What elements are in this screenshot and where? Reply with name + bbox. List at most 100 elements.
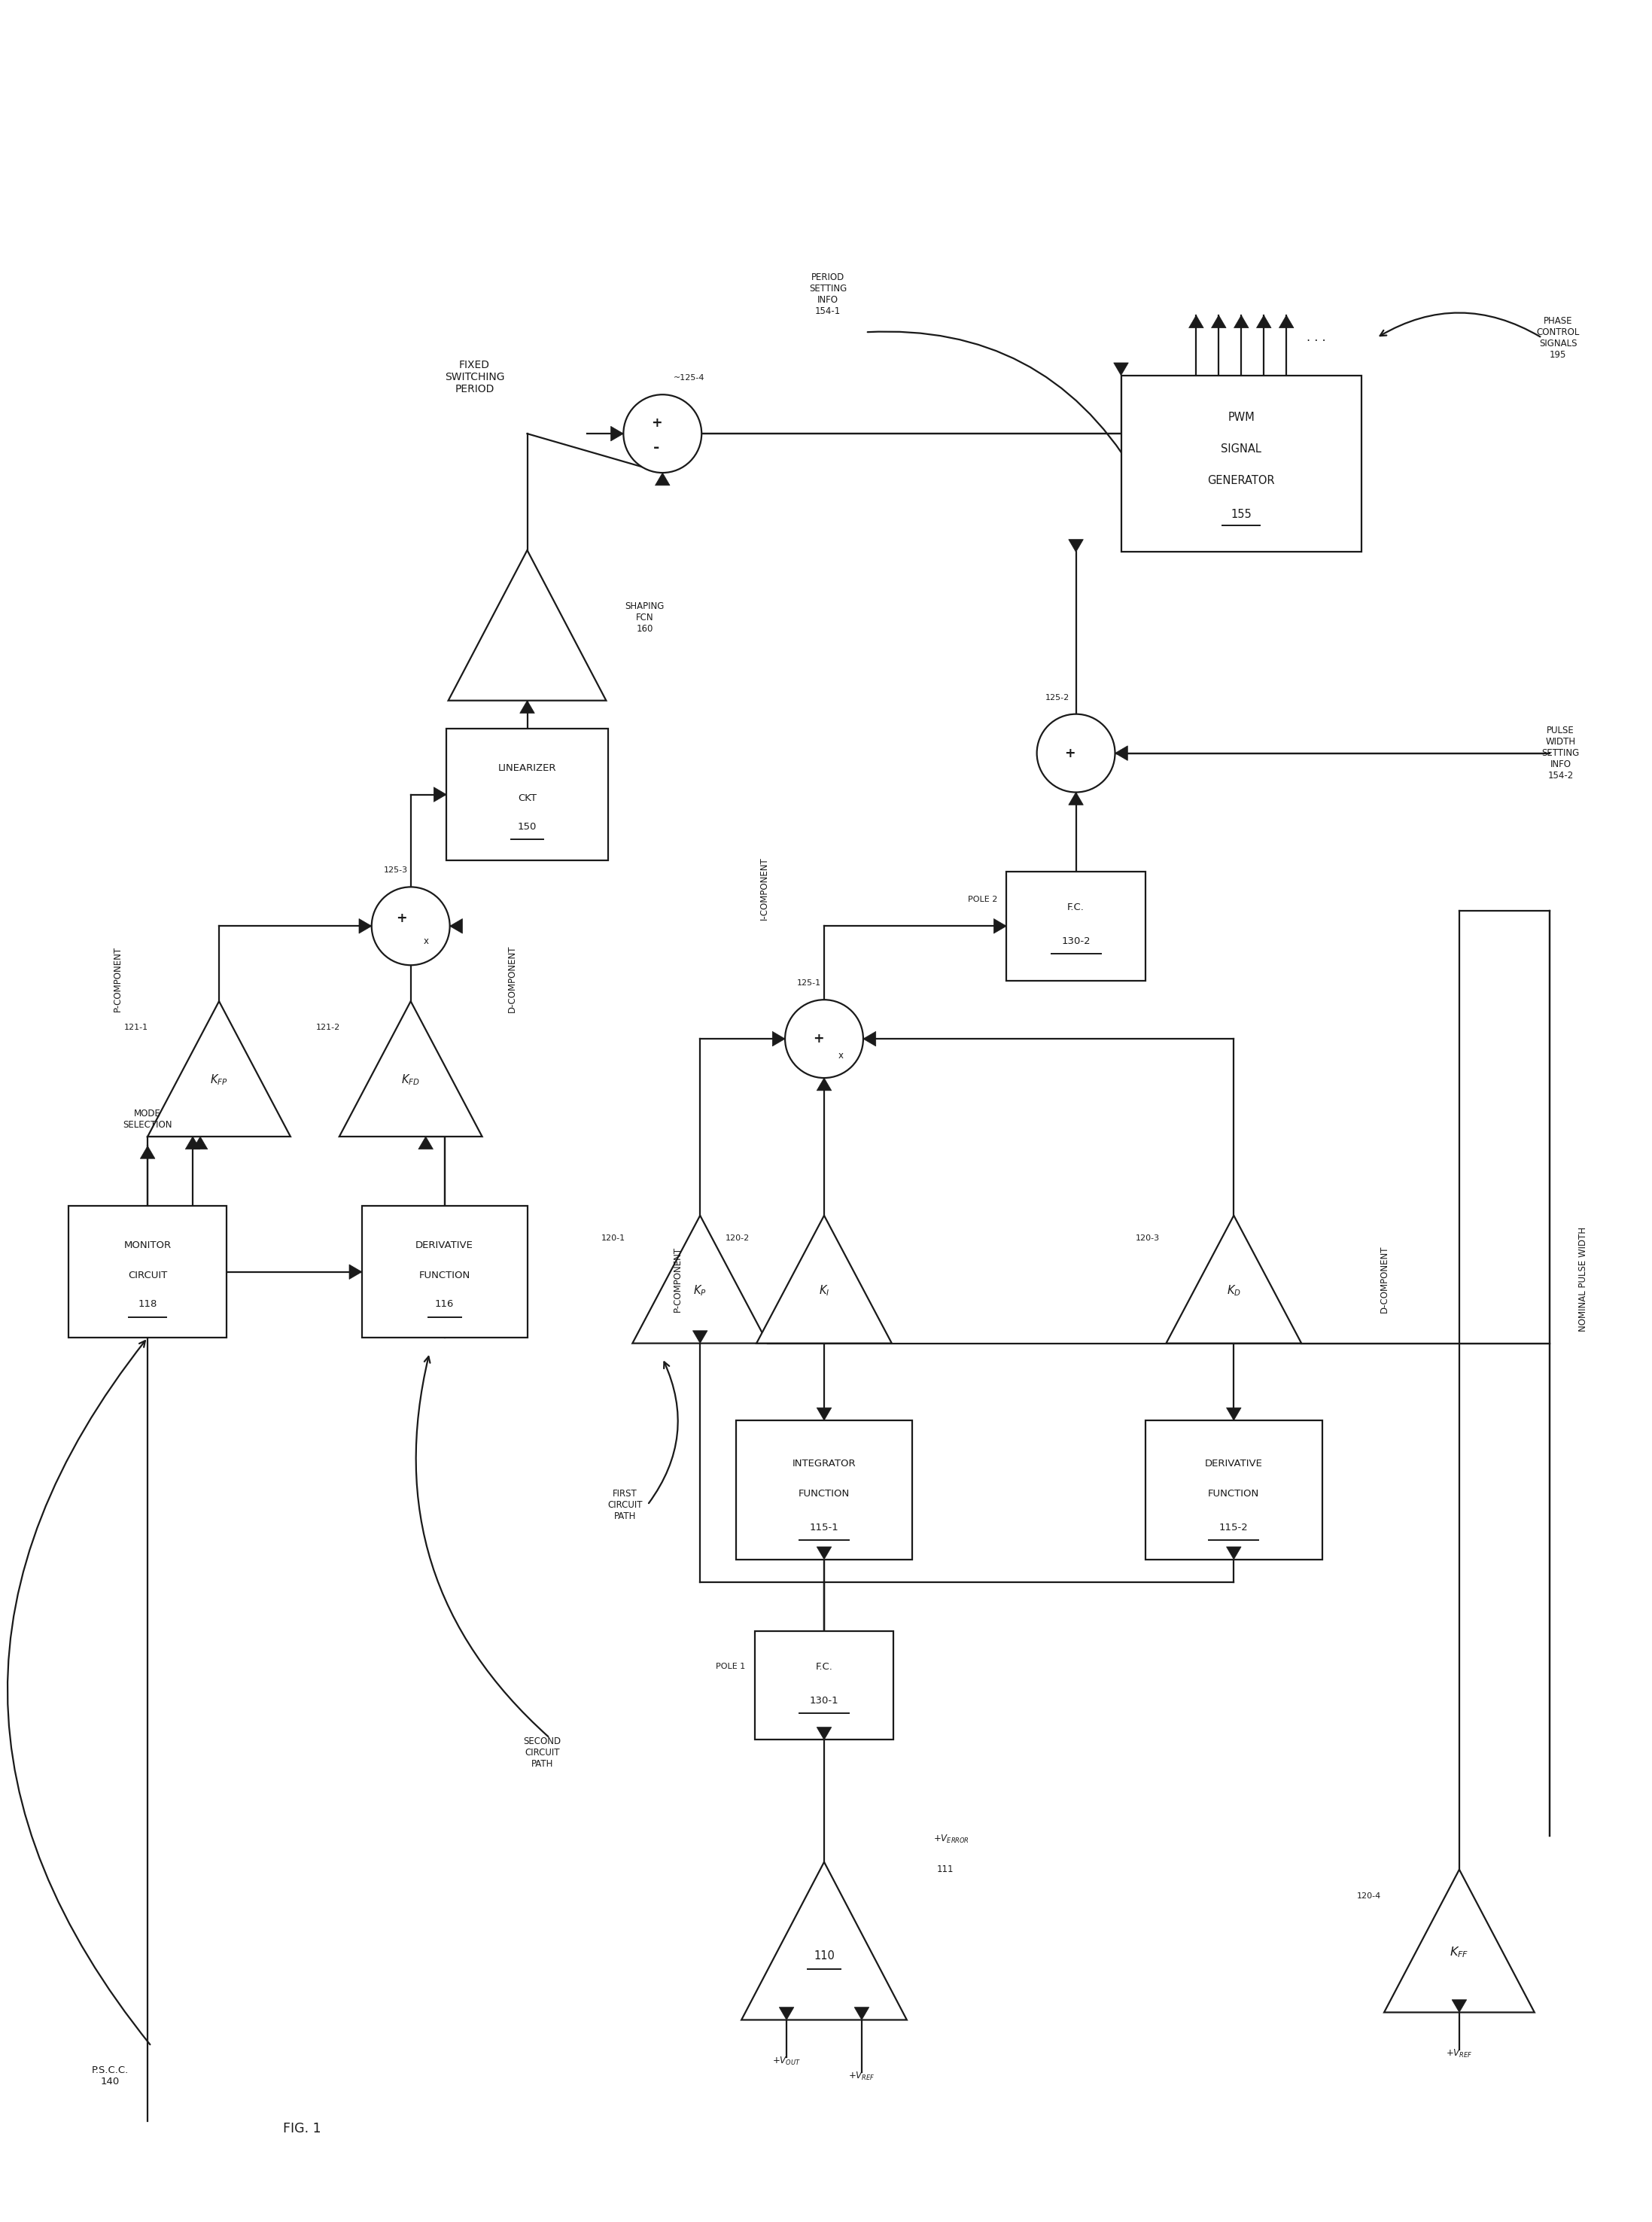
Text: GENERATOR: GENERATOR (1208, 476, 1275, 487)
Polygon shape (816, 1409, 831, 1420)
Polygon shape (1069, 793, 1084, 804)
Text: $+V_{REF}$: $+V_{REF}$ (847, 2071, 876, 2082)
Bar (1006, 871, 1145, 980)
Circle shape (785, 1000, 864, 1078)
Text: . . .: . . . (1307, 331, 1327, 344)
Polygon shape (816, 1078, 831, 1091)
Polygon shape (692, 1331, 707, 1344)
Text: $K_{FD}$: $K_{FD}$ (401, 1073, 420, 1087)
Text: $+V_{REF}$: $+V_{REF}$ (1446, 2049, 1472, 2060)
Text: F.C.: F.C. (816, 1662, 833, 1671)
Text: +: + (813, 1031, 824, 1047)
Text: 120-4: 120-4 (1356, 1893, 1381, 1900)
Text: 111: 111 (937, 1864, 953, 1875)
Text: 115-1: 115-1 (809, 1522, 839, 1533)
Text: +: + (651, 416, 662, 429)
Polygon shape (1166, 1215, 1302, 1344)
Circle shape (623, 396, 702, 473)
Polygon shape (1226, 1547, 1241, 1560)
Text: POLE 1: POLE 1 (715, 1662, 745, 1671)
Text: PERIOD
SETTING
INFO
154-1: PERIOD SETTING INFO 154-1 (809, 273, 847, 316)
Text: x: x (838, 1051, 843, 1060)
Polygon shape (1113, 362, 1128, 376)
Text: MODE
SELECTION: MODE SELECTION (122, 1109, 172, 1131)
Polygon shape (448, 551, 606, 700)
Text: +: + (1064, 747, 1075, 760)
Polygon shape (449, 918, 463, 933)
Text: 120-1: 120-1 (601, 1233, 626, 1242)
Text: -: - (653, 440, 659, 453)
Text: CKT: CKT (517, 793, 537, 802)
Polygon shape (358, 918, 372, 933)
Text: PHASE
CONTROL
SIGNALS
195: PHASE CONTROL SIGNALS 195 (1536, 316, 1579, 360)
Text: CIRCUIT: CIRCUIT (127, 1271, 167, 1280)
Bar (755, 1631, 894, 1740)
Polygon shape (611, 427, 623, 440)
Text: POLE 2: POLE 2 (968, 895, 998, 904)
Polygon shape (816, 1726, 831, 1740)
Text: FIG. 1: FIG. 1 (282, 2122, 320, 2135)
Polygon shape (1069, 540, 1084, 551)
Text: 121-1: 121-1 (124, 1024, 149, 1031)
Text: DERIVATIVE: DERIVATIVE (416, 1240, 474, 1251)
Text: 118: 118 (139, 1300, 157, 1309)
Text: INTEGRATOR: INTEGRATOR (793, 1458, 856, 1469)
Text: 121-2: 121-2 (316, 1024, 340, 1031)
Polygon shape (1384, 1869, 1535, 2013)
Text: NOMINAL PULSE WIDTH: NOMINAL PULSE WIDTH (1578, 1227, 1588, 1331)
Text: +: + (396, 911, 406, 924)
Text: 125-1: 125-1 (796, 980, 821, 987)
Bar (69, 1207, 226, 1338)
Polygon shape (1234, 316, 1249, 329)
Bar (362, 1207, 527, 1338)
Text: PWM: PWM (1227, 411, 1256, 422)
Text: ~125-4: ~125-4 (674, 373, 705, 382)
Text: D-COMPONENT: D-COMPONENT (1379, 1247, 1389, 1313)
Text: 130-2: 130-2 (1061, 935, 1090, 947)
Text: 125-2: 125-2 (1046, 693, 1069, 702)
Polygon shape (185, 1138, 200, 1149)
Polygon shape (1189, 316, 1204, 329)
Text: SHAPING
FCN
160: SHAPING FCN 160 (624, 602, 664, 633)
Text: 110: 110 (814, 1951, 834, 1962)
Polygon shape (773, 1031, 785, 1047)
Text: SECOND
CIRCUIT
PATH: SECOND CIRCUIT PATH (524, 1738, 562, 1769)
Text: 116: 116 (434, 1300, 454, 1309)
Polygon shape (816, 1547, 831, 1560)
Polygon shape (1115, 747, 1128, 760)
Text: 120-2: 120-2 (725, 1233, 750, 1242)
Text: F.C.: F.C. (1067, 902, 1084, 913)
Text: P-COMPONENT: P-COMPONENT (112, 947, 122, 1011)
Text: PULSE
WIDTH
SETTING
INFO
154-2: PULSE WIDTH SETTING INFO 154-2 (1541, 727, 1579, 780)
Text: x: x (423, 935, 428, 947)
Text: FUNCTION: FUNCTION (1208, 1489, 1259, 1498)
Polygon shape (780, 2006, 795, 2020)
Text: 155: 155 (1231, 509, 1252, 520)
Text: DERIVATIVE: DERIVATIVE (1204, 1458, 1262, 1469)
Text: 120-3: 120-3 (1135, 1233, 1160, 1242)
Polygon shape (520, 700, 535, 713)
Text: FIXED
SWITCHING
PERIOD: FIXED SWITCHING PERIOD (444, 360, 504, 396)
Polygon shape (1257, 316, 1270, 329)
Polygon shape (757, 1215, 892, 1344)
Text: P-COMPONENT: P-COMPONENT (672, 1247, 682, 1313)
Text: $K_D$: $K_D$ (1227, 1284, 1241, 1298)
Text: FUNCTION: FUNCTION (798, 1489, 849, 1498)
Polygon shape (1226, 1409, 1241, 1420)
Text: SIGNAL: SIGNAL (1221, 442, 1262, 453)
Polygon shape (418, 1138, 433, 1149)
Polygon shape (995, 918, 1006, 933)
Circle shape (372, 887, 449, 964)
Text: D-COMPONENT: D-COMPONENT (507, 944, 517, 1013)
Text: FIRST
CIRCUIT
PATH: FIRST CIRCUIT PATH (608, 1489, 643, 1522)
Polygon shape (434, 787, 446, 802)
Polygon shape (742, 1862, 907, 2020)
Polygon shape (1452, 2000, 1467, 2013)
Text: 150: 150 (517, 822, 537, 831)
Polygon shape (656, 473, 669, 484)
Polygon shape (147, 1002, 291, 1138)
Polygon shape (339, 1002, 482, 1138)
Text: I-COMPONENT: I-COMPONENT (760, 858, 768, 920)
Bar (1145, 1420, 1322, 1560)
Polygon shape (864, 1031, 876, 1047)
